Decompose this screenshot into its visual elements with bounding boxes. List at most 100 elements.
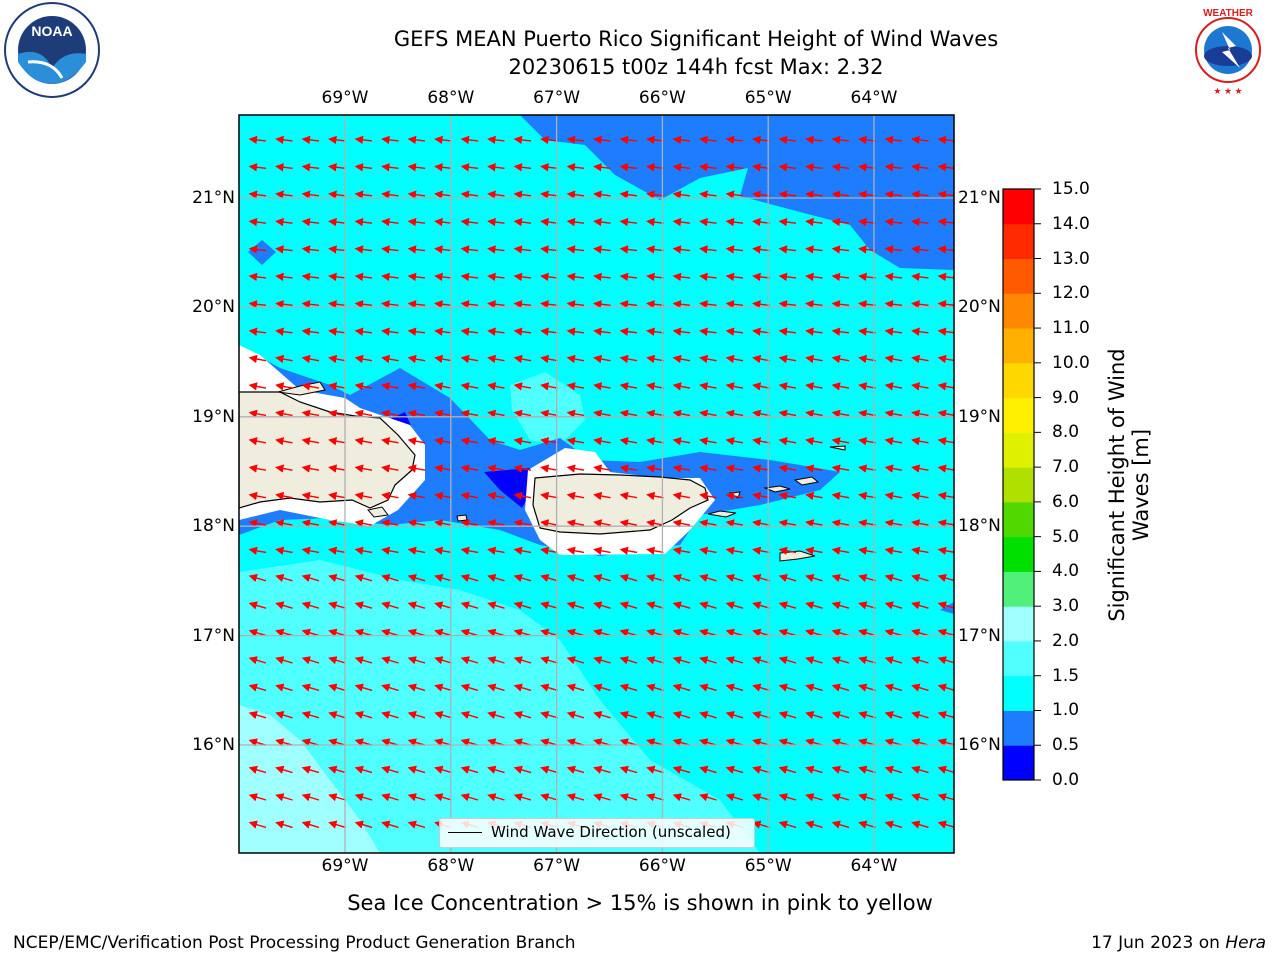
wind-wave-arrow bbox=[858, 190, 876, 199]
wind-wave-arrow bbox=[301, 354, 320, 364]
colorbar-tick-label: 0.5 bbox=[1052, 735, 1080, 756]
wind-wave-arrow bbox=[248, 354, 267, 364]
wind-wave-arrow bbox=[911, 628, 929, 637]
wind-wave-arrow bbox=[460, 491, 479, 501]
wind-wave-arrow bbox=[593, 272, 611, 282]
wind-wave-arrow bbox=[778, 163, 797, 172]
wind-wave-arrow bbox=[513, 382, 532, 391]
wind-wave-arrow bbox=[619, 354, 638, 364]
wind-wave-arrow bbox=[672, 573, 691, 583]
wind-wave-arrow bbox=[275, 300, 293, 309]
colorbar bbox=[1003, 188, 1041, 781]
wind-wave-arrow bbox=[858, 710, 876, 720]
wind-wave-arrow bbox=[381, 272, 399, 282]
wind-wave-arrow bbox=[646, 217, 664, 227]
map-frame bbox=[238, 114, 955, 854]
wind-wave-arrow bbox=[328, 546, 346, 555]
wind-wave-arrow bbox=[725, 190, 744, 199]
lat-tick-label: 20°N bbox=[192, 297, 235, 318]
wind-wave-arrow bbox=[831, 217, 850, 227]
wind-wave-arrow bbox=[646, 163, 664, 172]
wind-wave-arrow bbox=[434, 683, 452, 692]
wind-wave-arrow bbox=[831, 546, 850, 555]
wind-wave-arrow bbox=[513, 765, 532, 774]
wind-wave-arrow bbox=[301, 163, 320, 172]
wind-wave-arrow bbox=[752, 519, 770, 528]
wind-wave-arrow bbox=[805, 245, 823, 254]
wind-wave-arrow bbox=[434, 601, 452, 610]
wind-wave-arrow bbox=[884, 272, 903, 282]
wind-wave-arrow bbox=[725, 793, 744, 802]
wind-wave-arrow bbox=[619, 300, 638, 309]
wind-wave-arrow bbox=[884, 190, 903, 199]
wind-wave-arrow bbox=[513, 656, 532, 665]
wind-wave-arrow bbox=[381, 327, 399, 336]
wind-wave-arrow bbox=[540, 272, 558, 282]
wind-wave-arrow bbox=[672, 300, 691, 309]
wind-wave-arrow bbox=[328, 300, 346, 309]
colorbar-tick-label: 6.0 bbox=[1052, 491, 1080, 512]
wind-wave-arrow bbox=[593, 491, 611, 501]
lon-tick-label: 67°W bbox=[533, 88, 581, 108]
wind-wave-arrow bbox=[911, 656, 929, 665]
wind-wave-arrow bbox=[858, 765, 876, 774]
colorbar-tick-label: 7.0 bbox=[1052, 457, 1080, 478]
wind-wave-arrow bbox=[381, 546, 399, 555]
wind-wave-arrow bbox=[778, 245, 797, 254]
wind-wave-arrow bbox=[778, 656, 797, 665]
wind-wave-arrow bbox=[381, 409, 399, 418]
wind-wave-arrow bbox=[487, 245, 505, 254]
wind-wave-arrow bbox=[646, 272, 664, 282]
wind-wave-arrow bbox=[460, 546, 479, 555]
wind-wave-arrow bbox=[911, 519, 929, 528]
colorbar-tick-label: 14.0 bbox=[1052, 213, 1090, 234]
lon-tick-label: 68°W bbox=[427, 88, 475, 108]
nws-logo: WEATHER ★ ★ ★ bbox=[1182, 4, 1274, 96]
field-1.5-2.0 bbox=[239, 560, 760, 853]
wind-wave-arrow bbox=[646, 464, 664, 473]
wind-wave-arrow bbox=[566, 409, 585, 418]
wind-wave-arrow bbox=[381, 354, 399, 364]
wind-wave-arrow bbox=[354, 409, 373, 418]
wind-wave-arrow bbox=[487, 765, 505, 774]
wind-wave-arrow bbox=[725, 300, 744, 309]
wind-wave-arrow bbox=[460, 217, 479, 227]
wind-wave-arrow bbox=[354, 519, 373, 528]
wind-wave-arrow bbox=[805, 601, 823, 610]
wind-wave-arrow bbox=[752, 683, 770, 692]
wind-wave-arrow bbox=[937, 793, 954, 802]
colorbar-segment bbox=[1003, 258, 1034, 294]
wind-wave-arrow bbox=[540, 409, 558, 418]
lat-tick-label: 17°N bbox=[192, 625, 235, 646]
wind-wave-arrow bbox=[725, 354, 744, 364]
wind-wave-arrow bbox=[248, 409, 267, 418]
wind-wave-arrow bbox=[540, 464, 558, 473]
lon-tick-label: 64°W bbox=[850, 88, 898, 108]
wind-wave-arrow bbox=[805, 793, 823, 802]
wind-wave-arrow bbox=[381, 793, 399, 802]
wind-wave-arrow bbox=[248, 464, 267, 473]
colorbar-tick-label: 10.0 bbox=[1052, 352, 1090, 373]
wind-wave-arrow bbox=[858, 437, 876, 446]
wind-wave-arrow bbox=[805, 272, 823, 282]
wind-wave-arrow bbox=[381, 437, 399, 446]
wind-wave-arrow bbox=[646, 573, 664, 583]
wind-wave-arrow bbox=[858, 519, 876, 528]
wind-wave-arrow bbox=[699, 710, 717, 720]
lat-tick-label: 21°N bbox=[192, 188, 235, 208]
wind-wave-arrow bbox=[354, 573, 373, 583]
wind-wave-arrow bbox=[328, 491, 346, 501]
wind-wave-arrow bbox=[672, 491, 691, 501]
wind-wave-arrow bbox=[911, 354, 929, 364]
wind-wave-arrow bbox=[566, 546, 585, 555]
wind-wave-arrow bbox=[328, 519, 346, 528]
wind-wave-arrow bbox=[248, 245, 267, 254]
wind-wave-arrow bbox=[725, 765, 744, 774]
wind-wave-arrow bbox=[434, 245, 452, 254]
wind-wave-arrow bbox=[646, 300, 664, 309]
wind-wave-arrow bbox=[513, 546, 532, 555]
wind-wave-arrow bbox=[831, 300, 850, 309]
wind-wave-arrow bbox=[937, 354, 954, 364]
wind-wave-arrow bbox=[248, 327, 267, 336]
wind-wave-arrow bbox=[540, 327, 558, 336]
